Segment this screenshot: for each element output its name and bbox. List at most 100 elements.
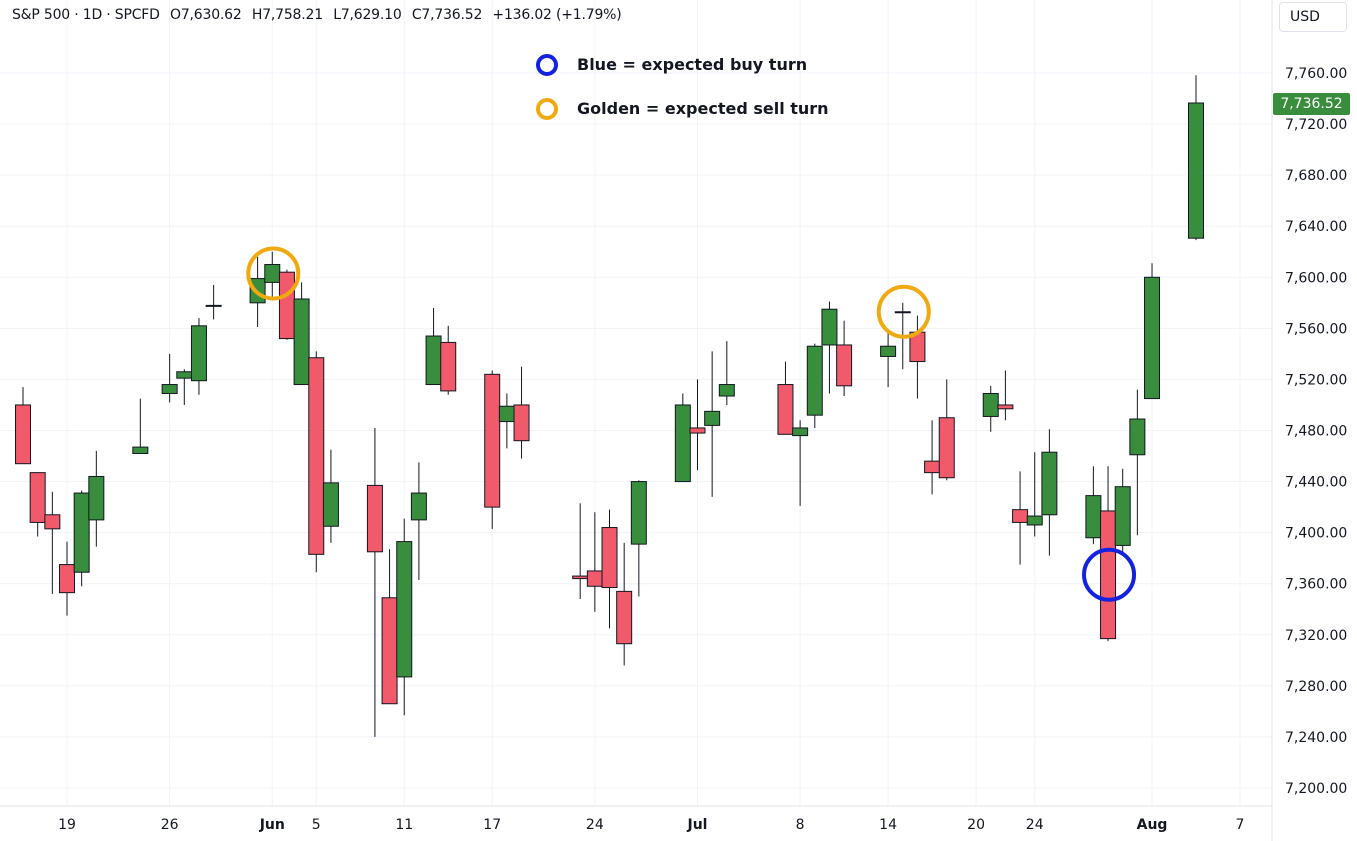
low-value: L7,629.10 xyxy=(333,7,402,23)
candle-body-down xyxy=(366,484,383,553)
candle xyxy=(293,282,310,386)
sell-turn-circle xyxy=(876,284,931,339)
candle-body-up xyxy=(322,482,339,527)
candle xyxy=(381,549,398,705)
y-tick-label: 7,560.00 xyxy=(1285,321,1347,337)
candle-body-down xyxy=(59,564,75,594)
candle xyxy=(1041,429,1058,556)
candle xyxy=(278,269,295,340)
turn-markers xyxy=(246,246,1137,602)
candle-body-down xyxy=(924,460,941,474)
candle-body-down xyxy=(381,597,398,705)
candle xyxy=(880,332,897,388)
y-tick-label: 7,760.00 xyxy=(1285,66,1347,82)
candle xyxy=(1129,389,1146,536)
candle xyxy=(1114,468,1131,555)
candle-body-up xyxy=(88,475,105,521)
candle xyxy=(396,518,413,716)
y-tick-label: 7,200.00 xyxy=(1285,781,1347,797)
high-value: H7,758.21 xyxy=(251,7,323,23)
candle-body-down xyxy=(997,404,1014,410)
candle xyxy=(425,307,442,386)
y-tick-label: 7,480.00 xyxy=(1285,424,1347,440)
candle xyxy=(440,325,457,395)
candle-body-up xyxy=(1041,451,1058,516)
candle xyxy=(264,251,281,301)
candle-body-up xyxy=(293,298,310,386)
x-tick-label: 24 xyxy=(586,817,604,833)
x-tick-label: Jun xyxy=(259,817,285,833)
x-tick-label: 20 xyxy=(967,817,985,833)
x-tick-label: 24 xyxy=(1026,817,1044,833)
last-price-tag: 7,736.52 xyxy=(1273,93,1350,115)
candle xyxy=(15,387,32,465)
candle xyxy=(1012,471,1029,565)
candle xyxy=(997,370,1014,421)
x-tick-label: 5 xyxy=(312,817,321,833)
candle-body-up xyxy=(792,427,809,437)
candle xyxy=(704,351,721,497)
candle-body-down xyxy=(938,417,955,479)
candle-body-up xyxy=(718,384,735,397)
candle xyxy=(73,490,90,587)
y-tick-label: 7,280.00 xyxy=(1285,679,1347,695)
candle-body-down xyxy=(777,384,794,435)
sell-turn-circle xyxy=(246,246,301,301)
candle-body-down xyxy=(836,344,853,387)
candle xyxy=(689,379,706,471)
candle-body-up xyxy=(674,404,691,483)
x-tick-label: 26 xyxy=(161,817,179,833)
y-tick-label: 7,680.00 xyxy=(1285,168,1347,184)
x-tick-label: 14 xyxy=(879,817,897,833)
candle-body-down xyxy=(601,527,618,589)
x-tick-label: 8 xyxy=(796,817,805,833)
y-tick-label: 7,400.00 xyxy=(1285,526,1347,542)
candle-body-up xyxy=(704,410,721,426)
candle-body-down xyxy=(616,590,633,645)
candle xyxy=(792,420,809,506)
candle xyxy=(176,369,193,405)
candles xyxy=(15,75,1205,737)
price-axis[interactable]: 7,200.00 7,240.00 7,280.00 7,320.00 7,360.00… xyxy=(1271,0,1347,841)
candle-body-down xyxy=(1012,509,1029,523)
candle xyxy=(806,343,823,428)
candle-body-up xyxy=(806,345,823,416)
currency-button[interactable]: USD xyxy=(1279,2,1347,32)
candle xyxy=(924,420,941,495)
close-value: C7,736.52 xyxy=(411,7,483,23)
candle xyxy=(630,480,647,597)
time-axis[interactable]: 19 26 Jun 5 11 17 24 Jul 8 14 20 24 Aug 7 xyxy=(0,805,1272,833)
candle-body-down xyxy=(572,575,589,580)
candle xyxy=(308,351,325,573)
y-tick-label: 7,520.00 xyxy=(1285,372,1347,388)
candle-body-up xyxy=(410,492,427,521)
candle xyxy=(410,462,427,580)
change-value: +136.02 (+1.79%) xyxy=(492,7,622,23)
y-tick-label: 7,320.00 xyxy=(1285,628,1347,644)
candle xyxy=(44,491,61,594)
x-tick-label: 17 xyxy=(483,817,501,833)
grid-lines xyxy=(0,0,1272,806)
candle xyxy=(322,449,339,543)
x-tick-label: Jul xyxy=(686,817,707,833)
candle xyxy=(205,284,222,320)
candle xyxy=(1144,263,1161,400)
candle xyxy=(674,393,691,483)
candle-body-up xyxy=(821,308,838,346)
candle-body-down xyxy=(586,570,603,587)
candle-body-up xyxy=(1188,102,1205,239)
candle xyxy=(1100,466,1117,642)
candle-body-down xyxy=(689,427,706,434)
candle-body-up xyxy=(73,492,90,573)
candle xyxy=(718,341,735,405)
candle-body-down xyxy=(308,357,325,555)
candle-body-up xyxy=(190,325,207,382)
x-tick-label: 7 xyxy=(1236,817,1245,833)
candle xyxy=(1085,466,1102,545)
open-value: O7,630.62 xyxy=(170,7,242,23)
candle-body-up xyxy=(880,345,897,357)
y-tick-label: 7,240.00 xyxy=(1285,730,1347,746)
candle xyxy=(29,472,46,537)
candle xyxy=(938,379,955,481)
